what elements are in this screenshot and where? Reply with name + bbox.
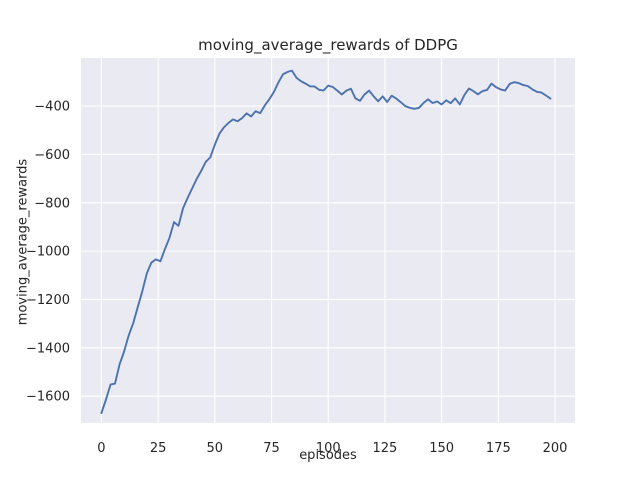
- y-tick-label: −400: [34, 100, 70, 115]
- y-tick-label: −800: [34, 196, 70, 211]
- x-tick-label: 125: [373, 441, 398, 456]
- x-tick-label: 200: [543, 441, 568, 456]
- y-tick-label: −1000: [26, 245, 70, 260]
- x-axis-label: episodes: [299, 448, 357, 463]
- x-tick-label: 75: [263, 441, 280, 456]
- x-tick-label: 175: [486, 441, 511, 456]
- x-tick-label: 0: [97, 441, 105, 456]
- x-tick-label: 100: [316, 441, 341, 456]
- x-tick-label: 50: [207, 441, 224, 456]
- x-tick-label: 25: [150, 441, 167, 456]
- y-tick-label: −1400: [26, 341, 70, 356]
- chart-title: moving_average_rewards of DDPG: [198, 36, 458, 54]
- y-tick-label: −1200: [26, 293, 70, 308]
- y-tick-label: −600: [34, 148, 70, 163]
- y-tick-label: −1600: [26, 390, 70, 405]
- x-tick-label: 150: [429, 441, 454, 456]
- reward-line: [100, 69, 552, 415]
